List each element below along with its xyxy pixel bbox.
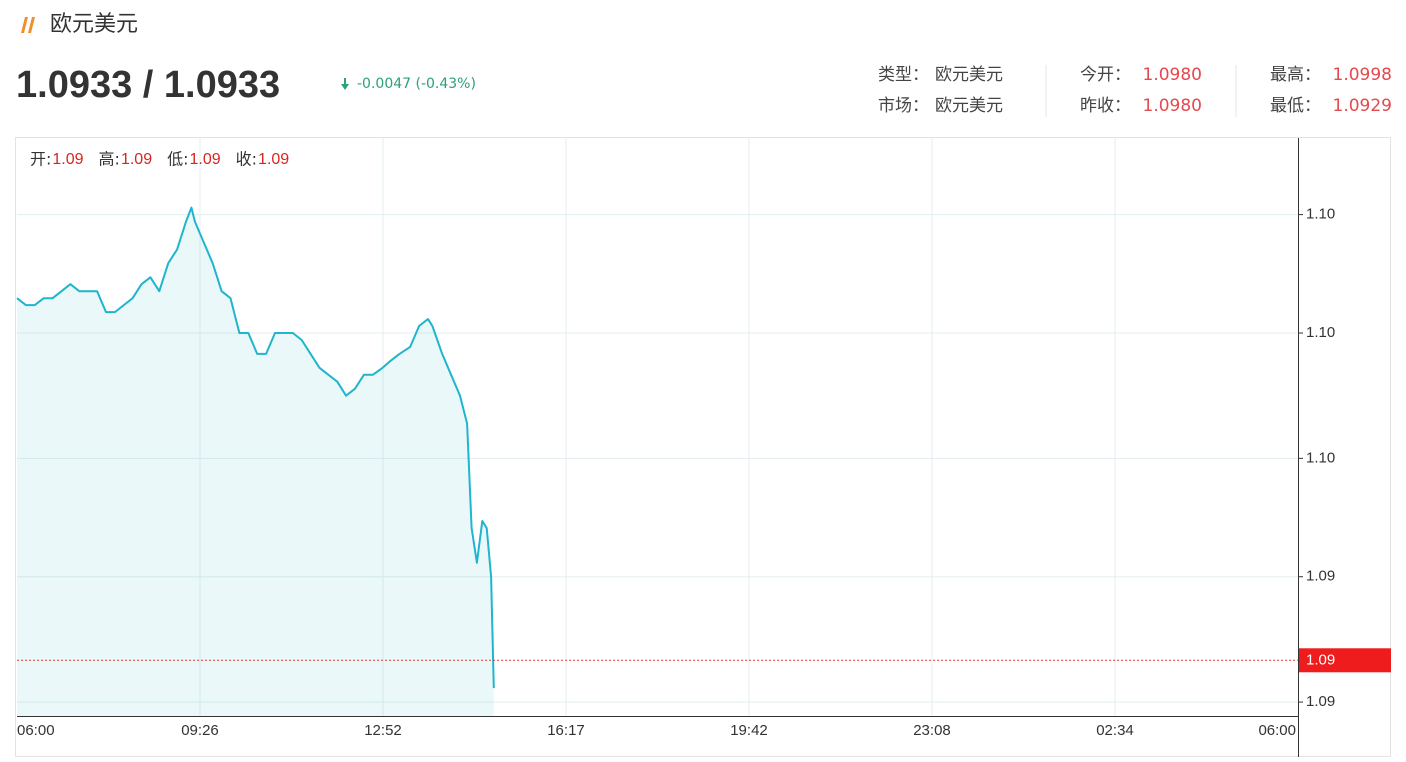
ohlc-value: 1.09 [52,151,83,168]
ohlc-value: 1.09 [258,151,289,168]
x-tick-label: 23:08 [913,722,951,739]
info-label: 最高： [1270,65,1321,85]
info-label: 市场： [878,96,929,116]
change: -0.0047 (-0.43%) [357,76,476,92]
ohlc-label: 高: [99,150,120,169]
x-tick-label: 12:52 [364,722,402,739]
info-value: 欧元美元 [935,96,1003,116]
info-value: 1.0980 [1143,96,1202,116]
x-tick-label: 09:26 [181,722,219,739]
y-tick-label: 1.09 [1306,568,1335,585]
info-value: 1.0980 [1143,65,1202,85]
info-value: 1.0998 [1333,65,1392,85]
down-arrow [341,84,349,90]
title: 欧元美元 [50,12,138,37]
info-label: 类型： [878,65,929,85]
y-tick-label: 1.10 [1306,206,1335,223]
info-label: 昨收： [1080,96,1131,116]
ohlc-label: 收: [236,150,257,169]
down-arrow [344,78,346,85]
y-tick-label: 1.09 [1306,693,1335,710]
price: 1.0933 / 1.0933 [16,64,280,106]
x-tick-label: 06:00 [1258,722,1296,739]
x-tick-label: 06:00 [17,722,55,739]
x-tick-label: 16:17 [547,722,585,739]
logo-icon [21,17,35,33]
ohlc-label: 低: [167,150,188,169]
info-value: 1.0929 [1333,96,1392,116]
x-tick-label: 19:42 [730,722,768,739]
info-label: 最低： [1270,96,1321,116]
ohlc-value: 1.09 [121,151,152,168]
chart-frame [15,137,1391,757]
info-value: 欧元美元 [935,65,1003,85]
ohlc-label: 开: [30,150,51,169]
last-price-box [1299,648,1391,673]
line [16,206,495,689]
y-tick-label: 1.10 [1306,449,1335,466]
area [17,207,494,716]
last-price-label: 1.09 [1306,651,1335,668]
ohlc-value: 1.09 [190,151,221,168]
y-tick-label: 1.10 [1306,324,1335,341]
info-label: 今开： [1080,65,1131,85]
x-tick-label: 02:34 [1096,722,1134,739]
